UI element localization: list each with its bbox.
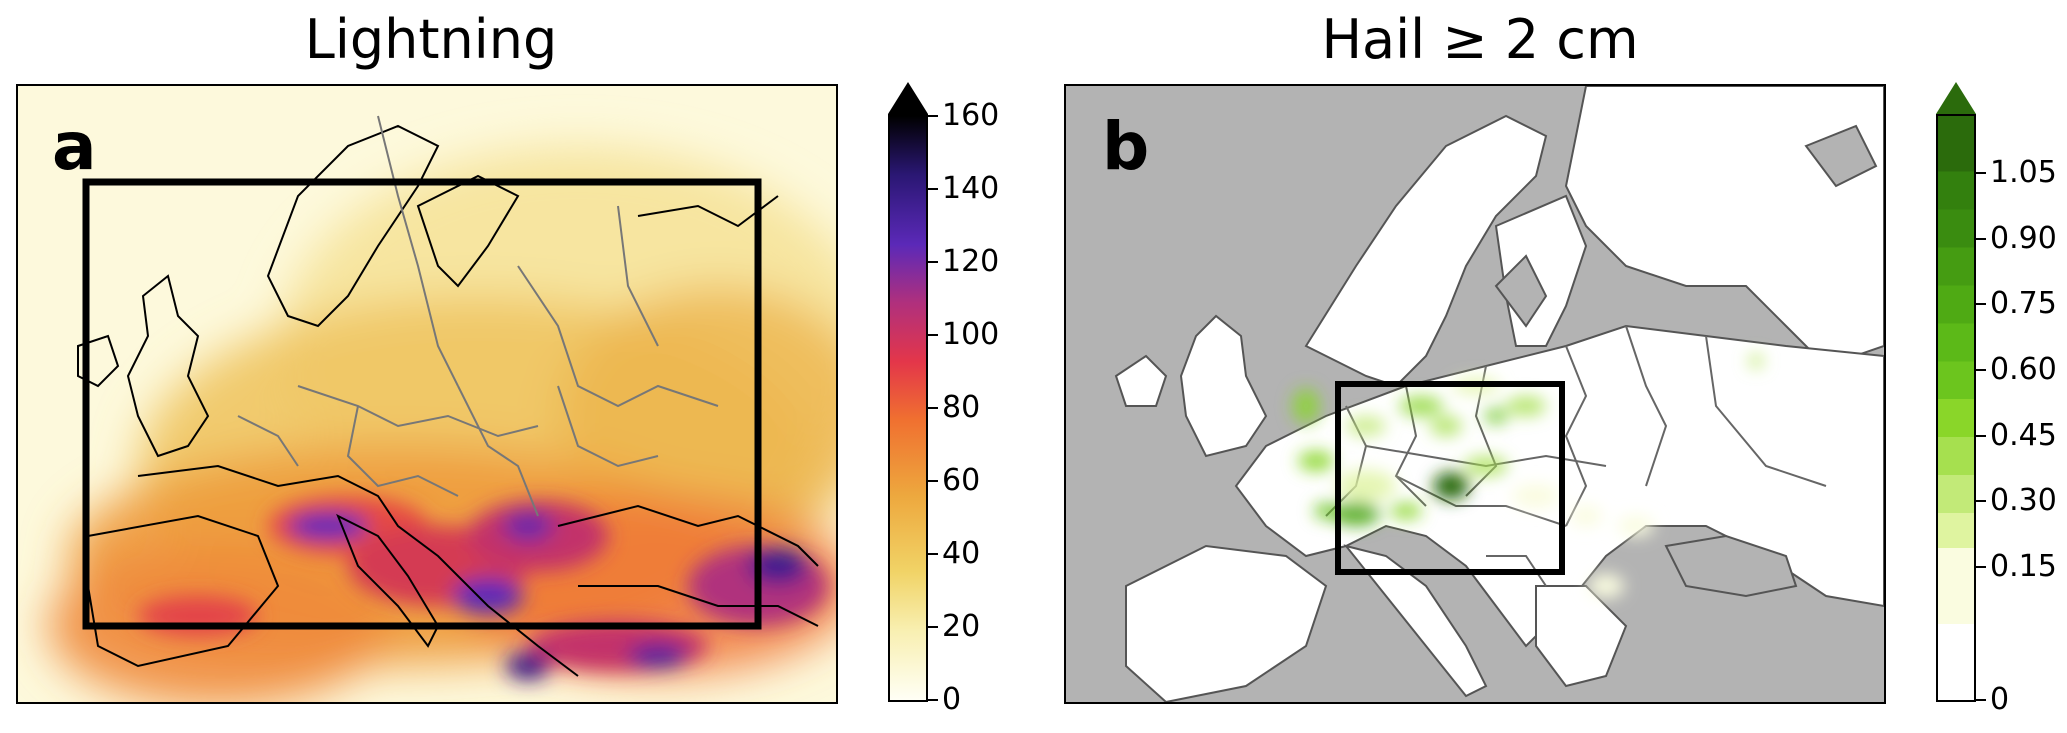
hail-colorbar [1936,114,1976,702]
colorbar-tick-mark [928,115,938,117]
colorbar-tick-label: 0 [1990,682,2010,717]
colorbar-tick-mark [1976,434,1986,437]
water-bodies [1494,124,1878,598]
colorbar-tick-label: 120 [942,244,1000,279]
colorbar-tick-mark [1976,699,1986,701]
colorbar-tick-mark [928,626,938,628]
colorbar-tick-mark [1976,237,1986,240]
colorbar-tick-mark [928,699,938,701]
panel-a-letter: a [52,108,97,185]
colorbar-tick-label: 160 [942,98,1000,133]
colorbar-tick-mark [928,480,938,482]
colorbar-tick-label: 1.05 [1990,154,2057,190]
colorbar-tick-mark [1976,369,1986,372]
colorbar-tick-label: 0.75 [1990,286,2057,322]
colorbar-tick-label: 60 [942,463,981,498]
colorbar-tick-label: 80 [942,390,981,425]
colorbar-tick-label: 0.45 [1990,417,2057,453]
colorbar-tick-label: 40 [942,536,981,571]
colorbar-tick-mark [1976,171,1986,174]
colorbar-tick-mark [928,261,938,263]
lightning-map [16,84,838,704]
lightning-colorbar-extend [888,82,928,114]
colorbar-tick-label: 140 [942,171,1000,206]
colorbar-tick-label: 0.30 [1990,483,2057,519]
colorbar-tick-label: 0.60 [1990,352,2057,388]
colorbar-tick-mark [1976,500,1986,503]
colorbar-tick-label: 0.15 [1990,549,2057,585]
panel-b-letter: b [1102,108,1150,185]
analysis-domain-box [82,178,762,630]
hail-map [1064,84,1886,704]
colorbar-tick-label: 0 [942,682,962,717]
colorbar-tick-mark [928,553,938,555]
panel-a-title: Lightning [304,8,558,71]
colorbar-tick-mark [928,334,938,336]
colorbar-tick-mark [928,407,938,409]
colorbar-tick-mark [1976,566,1986,569]
hail-frequency-field [1292,354,1763,598]
hail-colorbar-extend [1936,82,1976,114]
country-borders [237,115,719,517]
colorbar-tick-label: 100 [942,317,1000,352]
panel-b-title: Hail ≥ 2 cm [1321,8,1639,71]
colorbar-tick-label: 20 [942,609,981,644]
analysis-domain-box [1335,381,1565,575]
colorbar-tick-mark [928,188,938,190]
lightning-colorbar [888,114,928,702]
colorbar-tick-mark [1976,303,1986,306]
colorbar-tick-label: 0.90 [1990,220,2057,256]
